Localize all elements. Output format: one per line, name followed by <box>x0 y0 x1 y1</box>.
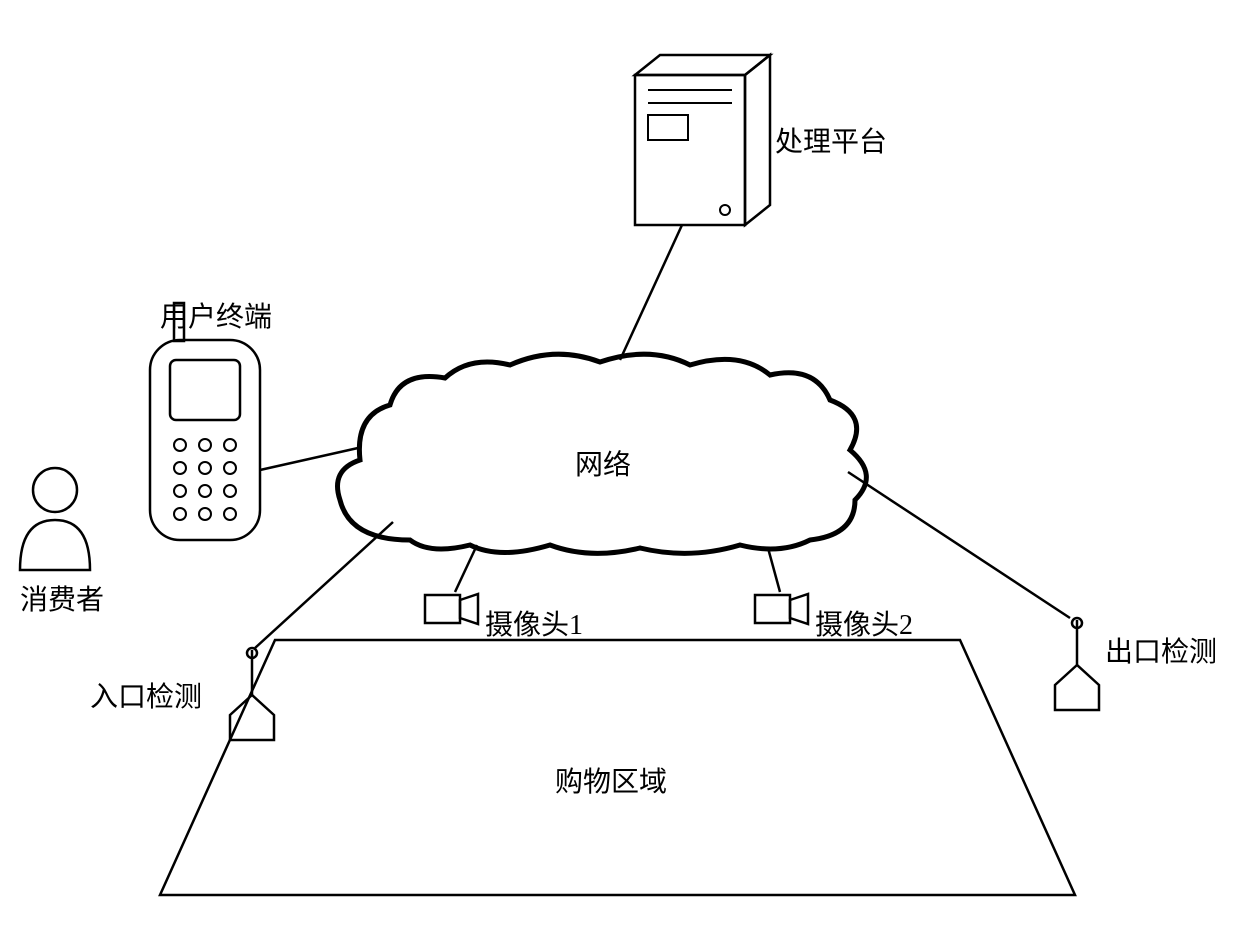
exit-sensor-icon <box>1055 618 1099 710</box>
phone-icon <box>150 303 260 540</box>
network-label: 网络 <box>575 443 631 483</box>
connections <box>255 225 1070 648</box>
server-icon <box>635 55 770 225</box>
entry-detect-label: 入口检测 <box>90 675 202 715</box>
person-icon <box>20 468 90 570</box>
user-terminal-label: 用户终端 <box>160 295 272 335</box>
camera2-icon <box>755 594 808 624</box>
consumer-label: 消费者 <box>20 578 104 618</box>
server-label: 处理平台 <box>775 120 887 160</box>
camera1-icon <box>425 594 478 624</box>
shopping-area-label: 购物区域 <box>555 760 667 800</box>
exit-detect-label: 出口检测 <box>1105 630 1217 670</box>
camera2-label: 摄像头2 <box>815 603 913 643</box>
camera1-label: 摄像头1 <box>485 603 583 643</box>
